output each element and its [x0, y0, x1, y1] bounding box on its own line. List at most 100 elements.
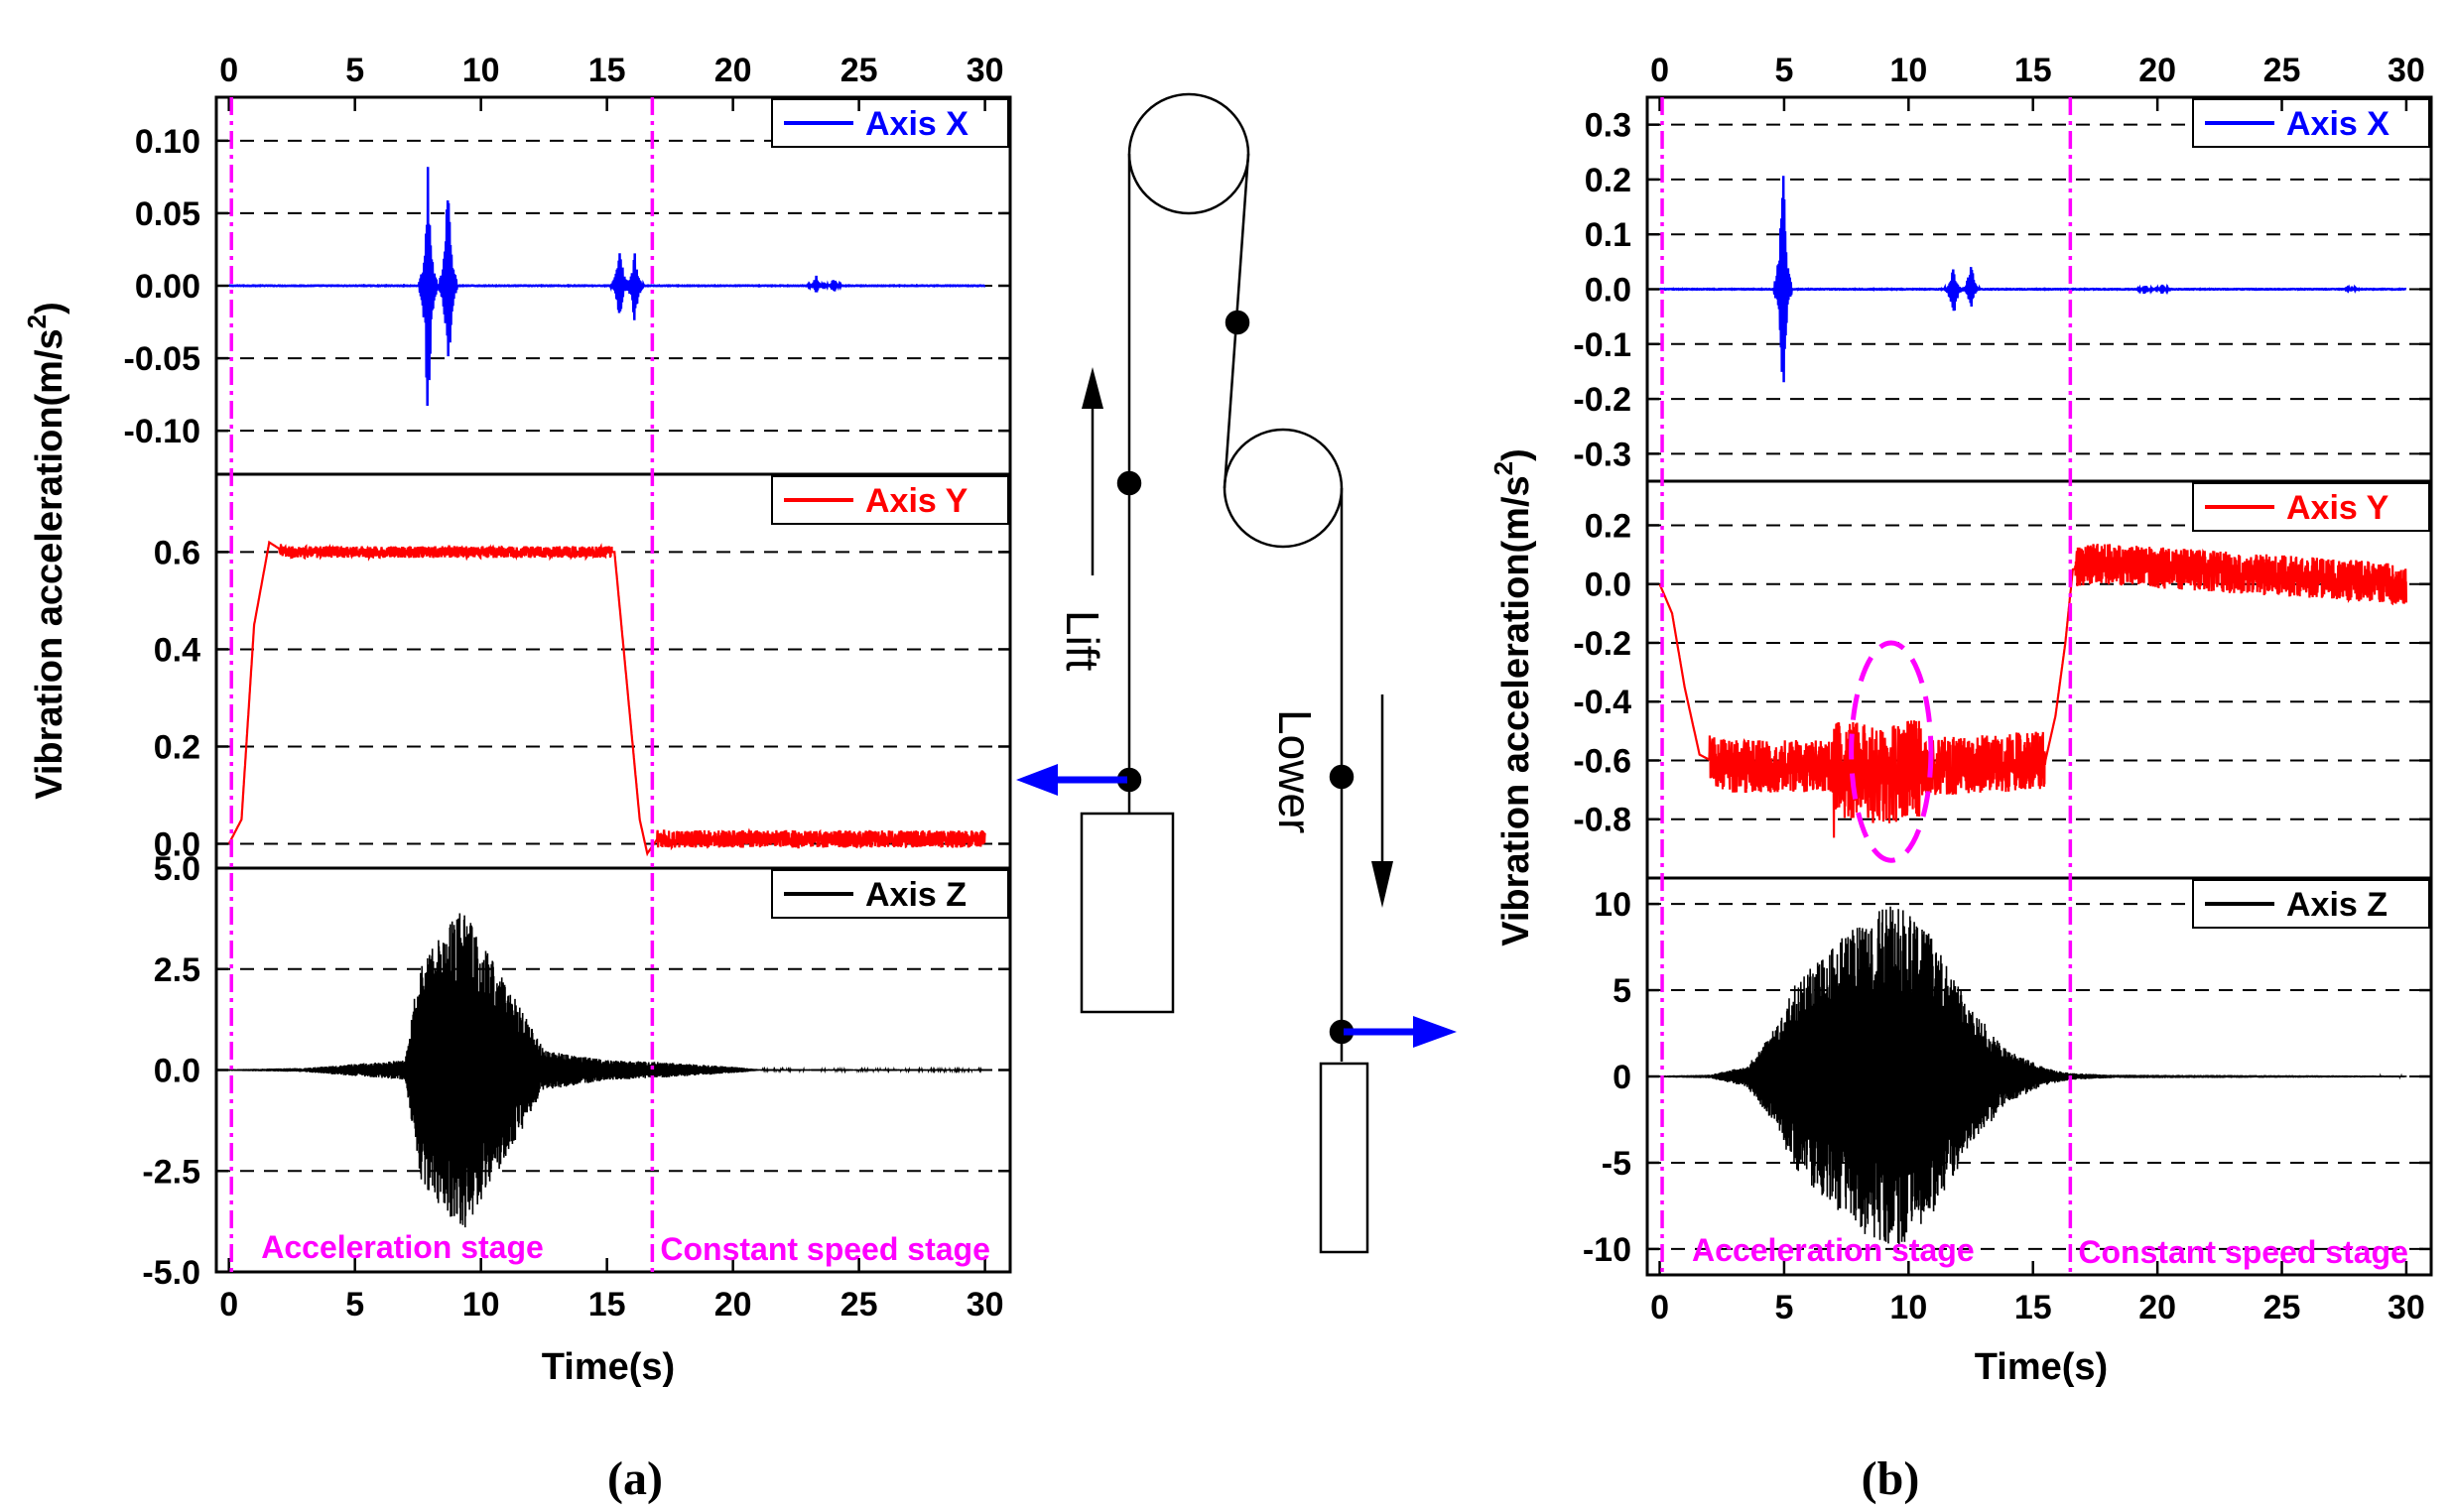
lower-label: Lower: [1269, 709, 1321, 833]
x-tick-label-top: 10: [1889, 52, 1927, 89]
y-tick-label: 5: [1613, 972, 1631, 1010]
y-tick-label: 0.0: [154, 1053, 200, 1090]
stage-label-constant: Constant speed stage: [660, 1231, 990, 1267]
chart-a-ylabel-close: ): [29, 302, 70, 315]
y-tick-label: 0.0: [1585, 567, 1631, 604]
legend-label: Axis Z: [2286, 886, 2388, 924]
x-tick-label-top: 5: [345, 52, 364, 89]
x-tick-label-bottom: 15: [2014, 1289, 2052, 1326]
y-tick-label: -0.6: [1573, 742, 1631, 780]
panel-axis-y: 0.2 0.0 -0.2 -0.4 -0.6 -0.8 Axis Y: [1573, 479, 2433, 880]
y-tick-label: 0.1: [1585, 216, 1631, 254]
data-line: [227, 540, 986, 857]
series-axis-x: [1659, 176, 2407, 383]
chart-b-ylabel-sup: 2: [1488, 461, 1518, 475]
x-tick-label-bottom: 10: [1889, 1289, 1927, 1326]
lift-label: Lift: [1057, 610, 1108, 672]
x-tick-label-bottom: 30: [2388, 1289, 2425, 1326]
y-tick-label: 0: [1613, 1059, 1631, 1096]
elevator-diagram: Lift Lower: [1016, 92, 1457, 1254]
x-tick-label-top: 30: [2388, 52, 2425, 89]
y-tick-label: 0.2: [1585, 162, 1631, 199]
sensor-dot-diagonal: [1225, 310, 1250, 335]
y-tick-label: -0.4: [1573, 684, 1631, 721]
chart-b-xlabel: Time(s): [1975, 1346, 2108, 1388]
legend-label: Axis X: [865, 105, 969, 143]
legend-label: Axis Y: [2286, 489, 2389, 527]
y-tick-label: 10: [1594, 886, 1631, 924]
x-tick-label-bottom: 20: [2138, 1289, 2176, 1326]
blue-arrow-left-head: [1016, 764, 1058, 796]
data-line: [1659, 176, 2407, 383]
y-tick-label: -5.0: [142, 1254, 200, 1292]
y-tick-label: 2.5: [154, 951, 200, 989]
panel-axis-z: 5.0 2.5 0.0 -2.5 -5.0 Axis Z: [142, 850, 1012, 1292]
x-tick-label-bottom: 20: [714, 1286, 752, 1323]
series-axis-x: [228, 167, 986, 407]
y-tick-label: -0.2: [1573, 381, 1631, 419]
chart-b-ylabel-close: ): [1495, 448, 1537, 461]
panel-frame: [214, 866, 1012, 1274]
y-tick-label: 0.10: [135, 123, 200, 161]
y-tick-label: 0.6: [154, 534, 200, 571]
chart-b: 0.3 0.2 0.1 0.0 -0.1 -0.2 -0.3 Axis X 0.2 0.0 -0.2…: [1488, 52, 2433, 1505]
right-car: [1319, 1062, 1369, 1254]
x-tick-label-bottom: 25: [840, 1286, 878, 1323]
stage-label-acceleration: Acceleration stage: [1692, 1232, 1975, 1268]
y-tick-label: -0.2: [1573, 625, 1631, 663]
blue-arrow-right-head: [1413, 1016, 1457, 1048]
x-tick-label-top: 20: [2138, 52, 2176, 89]
x-tick-label-bottom: 5: [345, 1286, 364, 1323]
x-tick-label-bottom: 5: [1774, 1289, 1793, 1326]
x-tick-label-top: 15: [2014, 52, 2052, 89]
data-line: [227, 913, 986, 1228]
chart-a-xlabel: Time(s): [542, 1346, 675, 1388]
x-tick-label-top: 0: [1650, 52, 1669, 89]
data-line: [1658, 906, 2407, 1245]
y-tick-label: 0.00: [135, 268, 200, 306]
panel-frame: [1645, 876, 2433, 1277]
y-tick-label: -0.3: [1573, 436, 1631, 473]
y-tick-label: -0.1: [1573, 326, 1631, 364]
x-tick-label-top: 15: [588, 52, 626, 89]
chart-b-ylabel-text: Vibration acceleration(m/s: [1495, 475, 1537, 945]
y-tick-label: -0.8: [1573, 802, 1631, 839]
panel-axis-x: 0.3 0.2 0.1 0.0 -0.1 -0.2 -0.3 Axis X: [1573, 95, 2433, 483]
y-tick-label: 0.4: [154, 631, 200, 669]
x-tick-label-bottom: 0: [1650, 1289, 1669, 1326]
y-tick-label: 0.0: [1585, 272, 1631, 310]
panel-axis-y: 0.6 0.4 0.2 0.0 Axis Y: [154, 472, 1012, 870]
legend-label: Axis X: [2286, 105, 2389, 143]
y-tick-label: -0.10: [124, 413, 201, 450]
chart-b-plots: 0.3 0.2 0.1 0.0 -0.1 -0.2 -0.3 Axis X 0.2 0.0 -0.2…: [1573, 52, 2433, 1326]
lower-arrow-head: [1371, 861, 1393, 908]
chart-a-caption: (a): [607, 1452, 663, 1505]
highlight-ellipse: [1849, 640, 1934, 863]
y-tick-label: 0.2: [1585, 507, 1631, 545]
chart-b-caption: (b): [1862, 1452, 1920, 1505]
y-tick-label: -2.5: [142, 1153, 200, 1191]
legend-label: Axis Z: [865, 876, 967, 914]
series-axis-z: [1658, 906, 2407, 1245]
y-tick-label: 0.3: [1585, 107, 1631, 145]
data-line: [1658, 544, 2407, 838]
x-tick-label-top: 20: [714, 52, 752, 89]
stage-label-constant: Constant speed stage: [2078, 1234, 2408, 1270]
left-car: [1080, 812, 1175, 1014]
x-tick-label-bottom: 15: [588, 1286, 626, 1323]
series-axis-y: [1658, 544, 2407, 838]
y-tick-label: -0.05: [124, 340, 201, 378]
sensor-dot-left-1: [1116, 470, 1142, 496]
x-tick-label-top: 25: [2263, 52, 2301, 89]
x-tick-label-bottom: 30: [967, 1286, 1004, 1323]
y-tick-label: 0.0: [154, 825, 200, 863]
panel-axis-z: 10 5 0 -5 -10 Axis Z: [1583, 876, 2433, 1277]
y-tick-label: 0.05: [135, 195, 200, 233]
legend-label: Axis Y: [865, 482, 969, 520]
x-tick-label-top: 0: [219, 52, 238, 89]
y-tick-label: 5.0: [154, 850, 200, 888]
x-tick-label-bottom: 25: [2263, 1289, 2301, 1326]
series-axis-y: [227, 540, 986, 857]
